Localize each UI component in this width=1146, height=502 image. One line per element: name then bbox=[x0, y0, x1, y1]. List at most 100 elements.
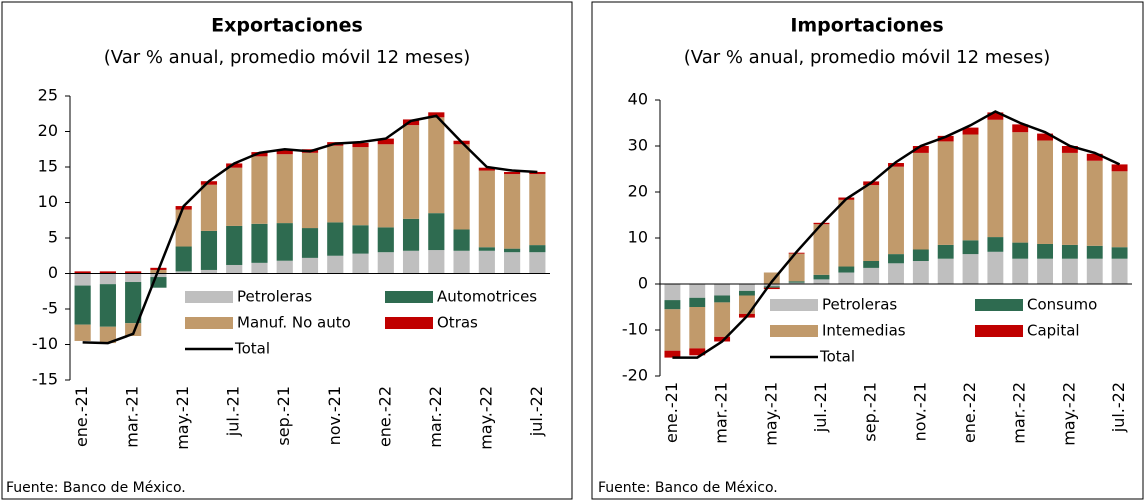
bar-segment bbox=[377, 138, 394, 145]
bar-segment bbox=[352, 225, 369, 254]
y-tick-label: -20 bbox=[622, 366, 648, 385]
y-tick-label: 20 bbox=[628, 182, 648, 201]
bar-segment bbox=[689, 307, 706, 349]
legend-label: Petroleras bbox=[237, 288, 312, 306]
bar-segment bbox=[529, 245, 546, 253]
bar-segment bbox=[1111, 247, 1128, 259]
y-tick-label: -5 bbox=[42, 299, 58, 318]
x-tick-label: may.-21 bbox=[173, 386, 192, 450]
bar-segment bbox=[664, 284, 681, 301]
panel-border bbox=[1, 1, 573, 500]
bar-segment bbox=[74, 324, 91, 341]
bar-segment bbox=[377, 227, 394, 253]
bar-segment bbox=[1037, 133, 1054, 141]
bar-segment bbox=[478, 247, 495, 251]
y-tick-label: -10 bbox=[32, 334, 58, 353]
bar-segment bbox=[962, 134, 979, 241]
bar-segment bbox=[838, 272, 855, 284]
bar-segment bbox=[888, 166, 904, 255]
bar-segment bbox=[664, 300, 681, 310]
bar-segment bbox=[912, 146, 929, 153]
bar-segment bbox=[1061, 258, 1078, 284]
bar-segment bbox=[1012, 124, 1029, 133]
bar-segment bbox=[478, 167, 495, 171]
x-tick-label: may.-22 bbox=[476, 386, 495, 450]
source-note: Fuente: Banco de México. bbox=[598, 480, 778, 496]
bar-segment bbox=[1111, 258, 1128, 284]
x-tick-label: may.-21 bbox=[761, 382, 780, 446]
bar-segment bbox=[912, 261, 929, 284]
bar-segment bbox=[863, 185, 880, 261]
bar-segment bbox=[352, 147, 369, 226]
bar-segment bbox=[813, 279, 830, 284]
bar-segment bbox=[1037, 258, 1054, 284]
chart-title: Exportaciones bbox=[211, 15, 363, 37]
bar-segment bbox=[125, 282, 142, 324]
x-tick-label: nov.-21 bbox=[325, 386, 344, 445]
bar-segment bbox=[74, 273, 91, 286]
bar-segment bbox=[689, 284, 706, 298]
bar-segment bbox=[1012, 258, 1029, 284]
bar-segment bbox=[150, 277, 167, 288]
bar-segment bbox=[689, 297, 706, 307]
bar-segment bbox=[937, 141, 954, 245]
bar-segment bbox=[529, 252, 546, 274]
bar-segment bbox=[838, 266, 855, 273]
x-tick-label: ene.-21 bbox=[662, 382, 681, 443]
y-tick-label: 5 bbox=[48, 228, 58, 247]
bar-segment bbox=[838, 199, 855, 267]
bar-segment bbox=[1012, 242, 1029, 259]
bar-segment bbox=[888, 254, 904, 264]
bar-segment bbox=[714, 336, 731, 342]
legend-label: Manuf. No auto bbox=[237, 314, 351, 332]
bar-segment bbox=[150, 273, 167, 278]
bar-segment bbox=[377, 252, 394, 274]
bar-segment bbox=[99, 271, 116, 274]
bar-segment bbox=[738, 295, 755, 314]
x-tick-label: ene.-21 bbox=[72, 386, 91, 447]
bar-segment bbox=[428, 117, 445, 214]
legend-label: Petroleras bbox=[822, 296, 897, 314]
bar-segment bbox=[402, 125, 420, 219]
bar-segment bbox=[962, 254, 979, 284]
bar-segment bbox=[125, 271, 142, 274]
bar-segment bbox=[738, 284, 755, 291]
bar-segment bbox=[987, 112, 1004, 120]
legend-label: Automotrices bbox=[437, 288, 537, 306]
bar-segment bbox=[962, 127, 979, 135]
total-line bbox=[672, 110, 1121, 359]
legend-label: Otras bbox=[437, 314, 478, 332]
bar-segment bbox=[863, 261, 880, 268]
bar-segment bbox=[962, 240, 979, 255]
y-tick-label: -15 bbox=[32, 370, 58, 389]
y-tick-label: 20 bbox=[38, 121, 58, 140]
bar-segment bbox=[251, 223, 268, 263]
bar-segment bbox=[175, 209, 192, 247]
legend-swatch bbox=[770, 299, 818, 311]
bar-segment bbox=[276, 149, 293, 155]
x-tick-label: sep.-21 bbox=[274, 386, 293, 446]
y-tick-label: 0 bbox=[638, 274, 648, 293]
bar-segment bbox=[788, 253, 805, 282]
x-tick-label: mar.-21 bbox=[123, 386, 142, 448]
bar-segment bbox=[301, 228, 319, 258]
x-tick-label: mar.-21 bbox=[712, 382, 731, 444]
bar-segment bbox=[763, 286, 780, 288]
legend-swatch bbox=[770, 325, 818, 337]
bar-segment bbox=[1061, 244, 1078, 259]
bar-segment bbox=[226, 225, 243, 265]
bar-segment bbox=[937, 258, 954, 284]
bar-segment bbox=[402, 250, 420, 274]
bar-segment bbox=[377, 144, 394, 228]
source-note: Fuente: Banco de México. bbox=[6, 480, 186, 496]
bar-segment bbox=[664, 350, 681, 358]
y-tick-label: 15 bbox=[38, 157, 58, 176]
bar-segment bbox=[504, 174, 521, 249]
bar-segment bbox=[788, 282, 805, 284]
bar-segment bbox=[428, 250, 445, 274]
bar-segment bbox=[251, 152, 268, 157]
bar-segment bbox=[453, 229, 470, 251]
bar-segment bbox=[1012, 132, 1029, 243]
y-tick-label: 40 bbox=[628, 90, 648, 109]
